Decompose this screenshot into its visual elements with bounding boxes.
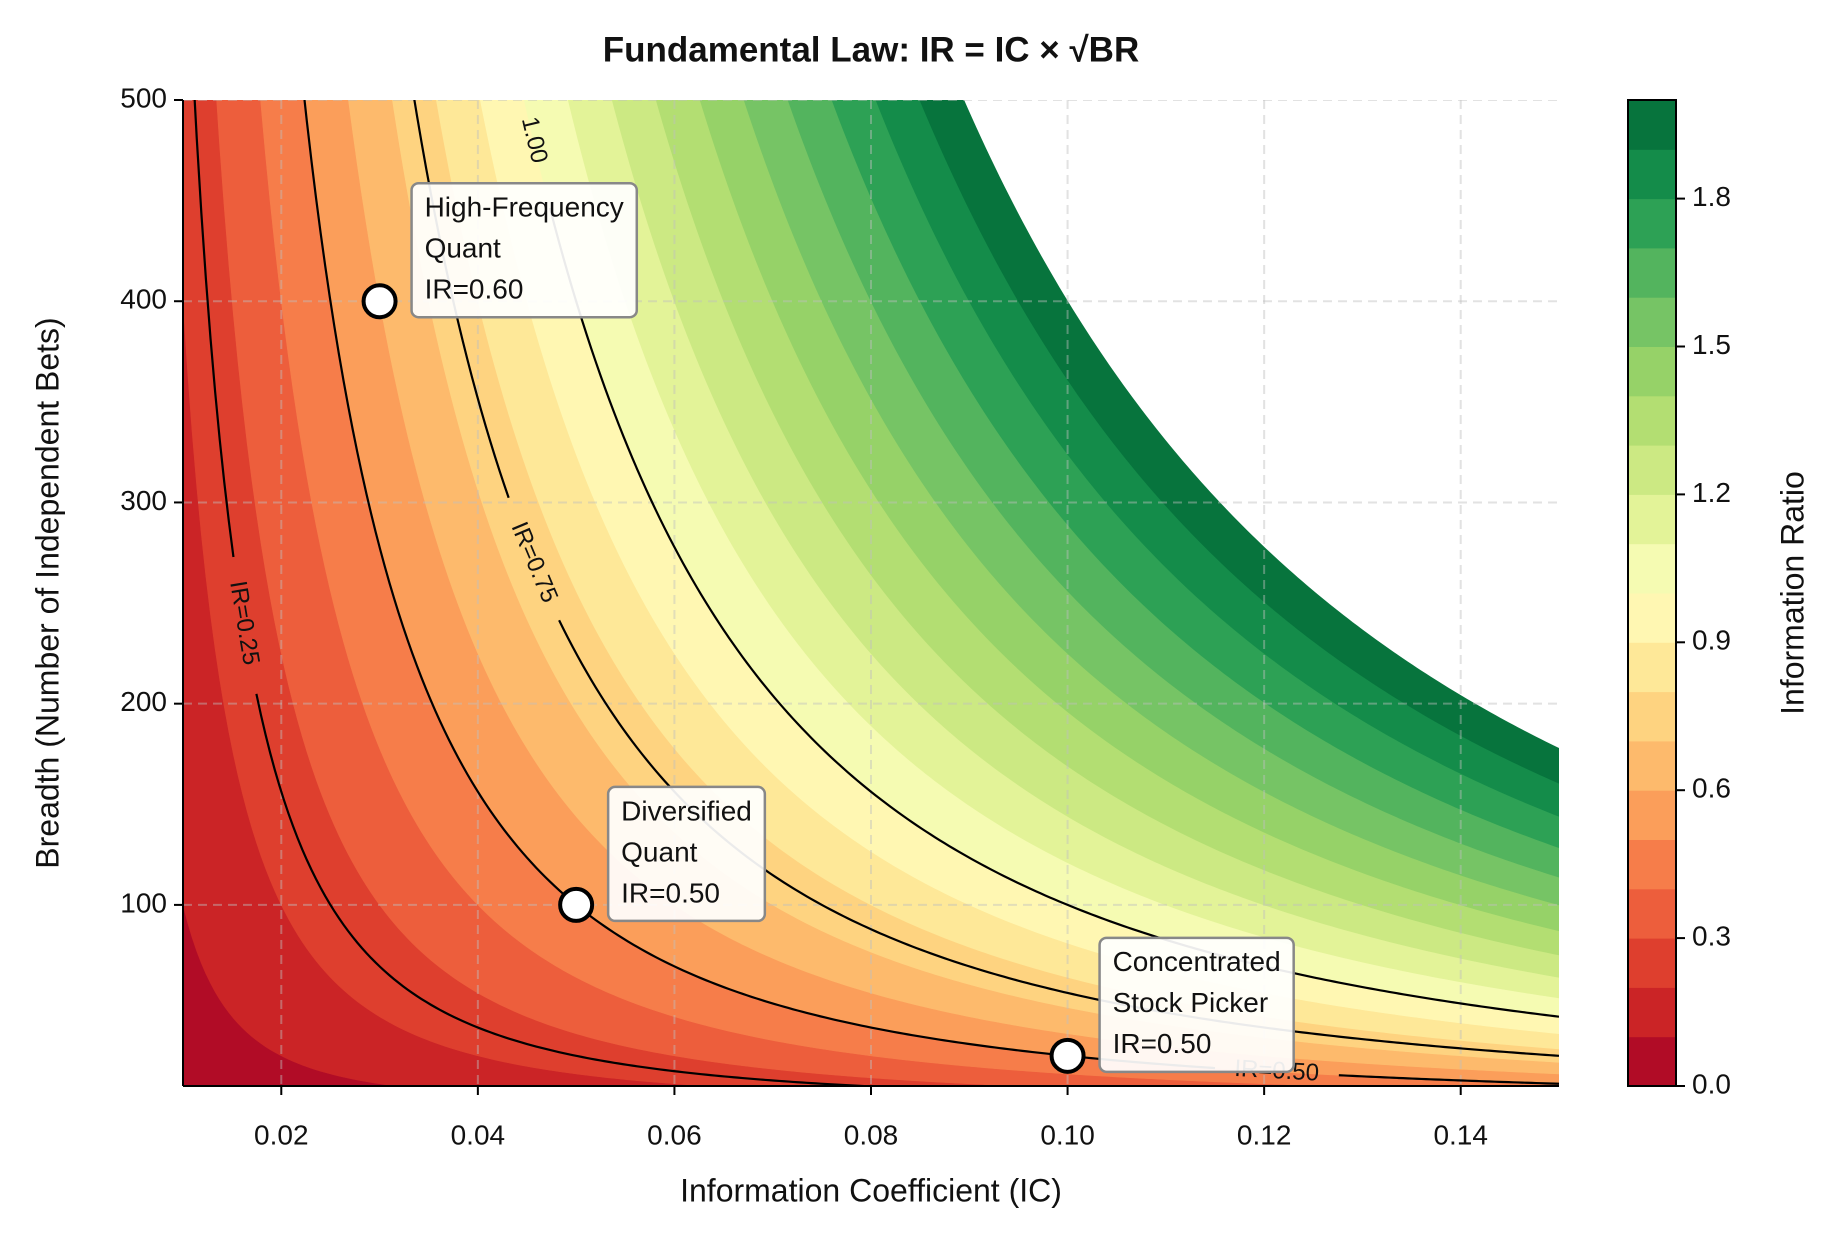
colorbar-tick-label: 1.5 [1692,329,1731,360]
chart-title: Fundamental Law: IR = IC × √BR [603,30,1140,69]
x-tick-label: 0.02 [254,1119,309,1150]
contour-band [611,100,1559,978]
colorbar-frame [1627,99,1677,1087]
colorbar-band [1628,543,1676,594]
annotation-box [410,181,639,319]
colorbar-band [1628,839,1676,890]
colorbar-label: Information Ratio [1774,471,1810,715]
colorbar-band [1628,247,1676,298]
x-axis-label: Information Coefficient (IC) [680,1172,1062,1208]
marker [558,886,595,923]
x-tick-label: 0.08 [844,1119,899,1150]
annotation-text: Quant [425,233,501,264]
y-tick-label: 100 [120,887,167,918]
colorbar-band [1628,642,1676,693]
colorbar-band [1628,740,1676,791]
y-axis-label: Breadth (Number of Independent Bets) [29,317,65,868]
marker [361,283,398,320]
colorbar-band [1628,938,1676,988]
annotation-box [1098,936,1295,1074]
colorbar-band [1628,297,1676,347]
colorbar-tick-label: 0.6 [1692,773,1731,804]
x-tick-label: 0.04 [451,1119,506,1150]
x-tick-label: 0.14 [1433,1119,1488,1150]
colorbar-band [1628,888,1676,939]
colorbar-band [1628,987,1676,1038]
colorbar-band [1628,445,1676,495]
colorbar-tick-label: 1.8 [1692,181,1731,212]
contour-line [193,100,884,1086]
contour-band [919,100,1559,784]
annotation-text: Diversified [621,795,752,826]
x-tick-label: 0.12 [1237,1119,1292,1150]
contour-band [831,100,1559,848]
y-tick-label: 200 [120,686,167,717]
contour-band [183,904,398,1086]
contour-band [655,100,1559,956]
annotation-text: IR=0.50 [1113,1028,1212,1059]
contour-line [548,207,1559,1018]
annotation-text: Stock Picker [1113,987,1269,1018]
y-tick-label: 500 [120,82,167,113]
colorbar-tick-label: 0.3 [1692,920,1731,951]
colorbar-band [1628,790,1676,840]
annotation-box [606,785,767,923]
colorbar-band [1628,691,1676,742]
contour-line [303,100,1559,1085]
colorbar-band [1628,593,1676,643]
x-tick-label: 0.06 [647,1119,702,1150]
y-tick-label: 400 [120,284,167,315]
x-tick-label: 0.10 [1040,1119,1095,1150]
annotation-text: High-Frequency [425,192,624,223]
y-tick-label: 300 [120,485,167,516]
colorbar-band [1628,198,1676,249]
contour-band [875,100,1559,817]
colorbar-tick-label: 1.2 [1692,477,1731,508]
colorbar-band [1628,1036,1676,1087]
colorbar-band [1628,346,1676,397]
colorbar-band [1628,149,1676,200]
colorbar-tick-label: 0.9 [1692,625,1731,656]
colorbar-band [1628,100,1676,150]
colorbar-tick-label: 0.0 [1692,1068,1731,1099]
marker [1049,1037,1086,1074]
colorbar-band [1628,395,1676,446]
annotation-text: IR=0.50 [621,877,720,908]
annotation-text: Quant [621,836,697,867]
annotation-text: Concentrated [1113,946,1281,977]
colorbar-band [1628,494,1676,545]
annotation-text: IR=0.60 [425,274,524,305]
